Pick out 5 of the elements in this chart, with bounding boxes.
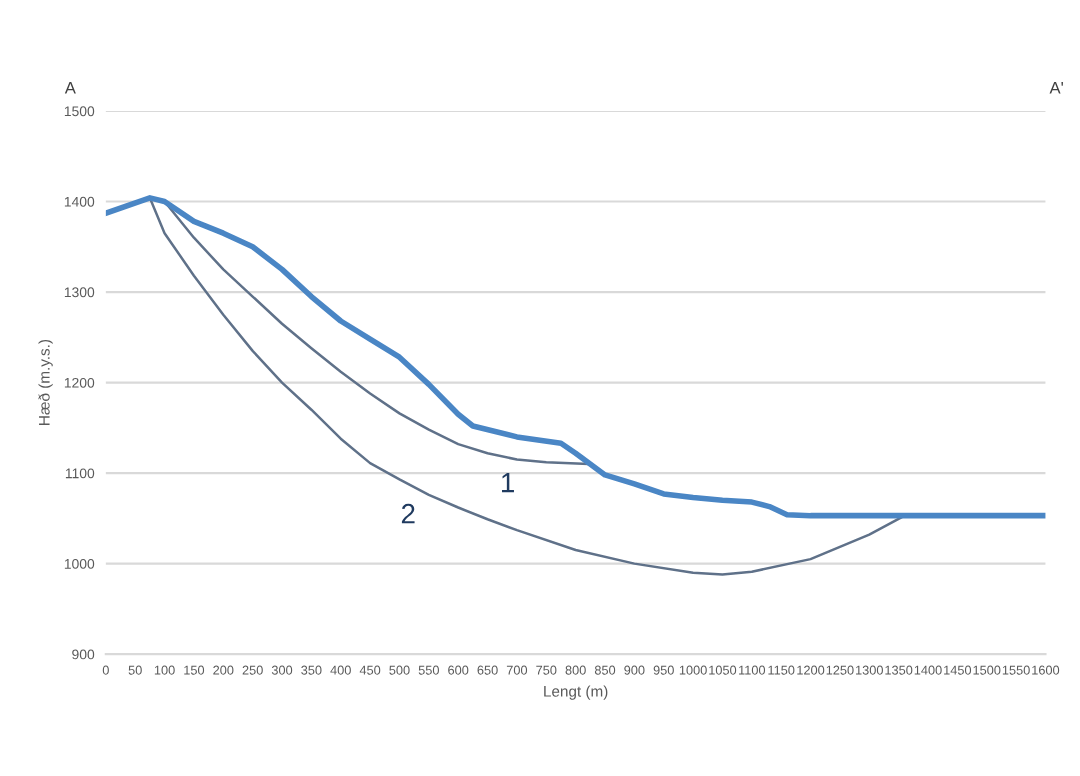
- annotation: 1: [501, 473, 514, 493]
- annotation: 2: [401, 503, 415, 524]
- line-series: [148, 196, 906, 576]
- text: A: [64, 82, 76, 94]
- text: A': [1049, 82, 1063, 94]
